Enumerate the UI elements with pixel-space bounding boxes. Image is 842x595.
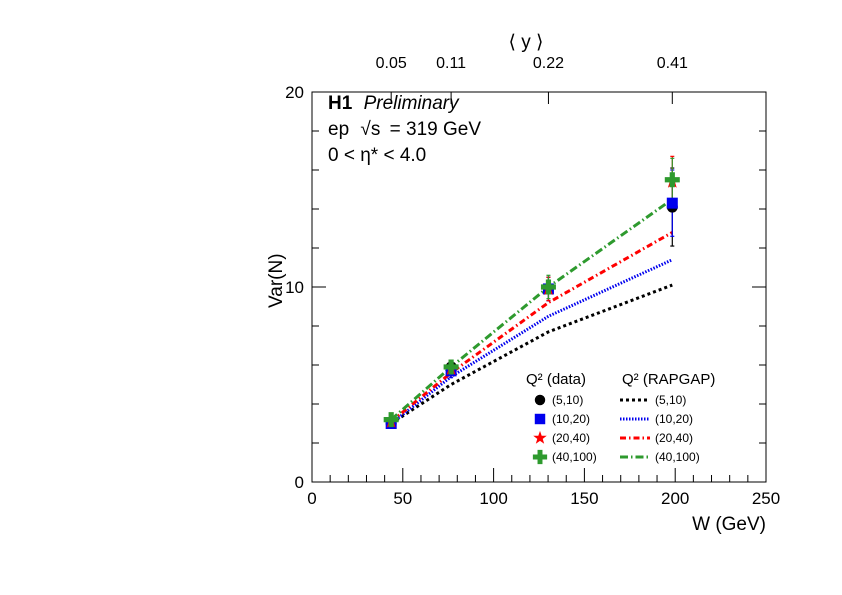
legend: Q² (data) Q² (RAPGAP) (5,10) (10,20) (20,4… xyxy=(526,371,715,465)
model-line xyxy=(390,198,674,421)
data-point xyxy=(443,359,459,375)
y-tick-label: 10 xyxy=(285,278,304,297)
legend-data-label: (5,10) xyxy=(552,393,583,407)
data-point xyxy=(540,279,556,295)
x-tick-label: 250 xyxy=(752,489,780,508)
x-tick-label: 200 xyxy=(661,489,689,508)
legend-model-label: (5,10) xyxy=(655,393,686,407)
y-tick-label: 0 xyxy=(295,473,304,492)
model-line xyxy=(390,283,673,425)
energy-label: = 319 GeV xyxy=(390,119,482,140)
data-point xyxy=(383,412,399,428)
svg-text:ep √s = 319 GeV: ep √s = 319 GeV xyxy=(328,119,481,140)
top-tick-label: 0.11 xyxy=(436,55,466,72)
legend-model-label: (10,20) xyxy=(655,412,693,426)
legend-model-label: (40,100) xyxy=(655,450,700,464)
legend-model-label: (20,40) xyxy=(655,431,693,445)
data-point xyxy=(666,197,678,209)
top-axis-title: ⟨ y ⟩ xyxy=(509,32,544,53)
top-axis: 0.05 0.11 0.22 0.41 xyxy=(376,55,688,104)
axis-tick-labels: 0 50 100 150 200 250 0 10 20 xyxy=(285,83,780,508)
axis-ticks xyxy=(311,91,767,483)
legend-marker xyxy=(534,394,546,406)
experiment-label: H1 xyxy=(328,93,353,114)
x-tick-label: 50 xyxy=(393,489,412,508)
legend-data-label: (40,100) xyxy=(552,450,597,464)
legend-data-title: Q² (data) xyxy=(526,371,586,388)
legend-marker xyxy=(534,413,546,425)
eta-range-label: 0 < η* < 4.0 xyxy=(328,145,426,166)
sqrt-s-label: √s xyxy=(360,119,380,140)
legend-data-label: (20,40) xyxy=(552,431,590,445)
x-tick-label: 100 xyxy=(479,489,507,508)
annotation-block: H1 Preliminary ep √s = 319 GeV 0 < η* < … xyxy=(328,93,481,166)
legend-marker xyxy=(532,449,548,465)
data-markers xyxy=(383,172,680,429)
y-axis-title: Var(N) xyxy=(266,253,287,308)
model-line xyxy=(390,231,674,423)
legend-model-title: Q² (RAPGAP) xyxy=(622,371,715,388)
top-tick-label: 0.05 xyxy=(376,55,407,72)
top-tick-label: 0.22 xyxy=(533,55,564,72)
x-tick-label: 150 xyxy=(570,489,598,508)
y-tick-label: 20 xyxy=(285,83,304,102)
svg-text:H1 Preliminary: H1 Preliminary xyxy=(328,93,460,114)
legend-data-label: (10,20) xyxy=(552,412,590,426)
model-lines xyxy=(390,198,674,425)
top-tick-label: 0.41 xyxy=(657,55,688,72)
status-label: Preliminary xyxy=(364,93,461,114)
process-label: ep xyxy=(328,119,349,140)
model-line xyxy=(390,258,673,425)
data-point xyxy=(664,172,680,188)
x-axis-title: W (GeV) xyxy=(692,514,766,535)
legend-marker xyxy=(533,430,547,444)
x-tick-label: 0 xyxy=(307,489,316,508)
